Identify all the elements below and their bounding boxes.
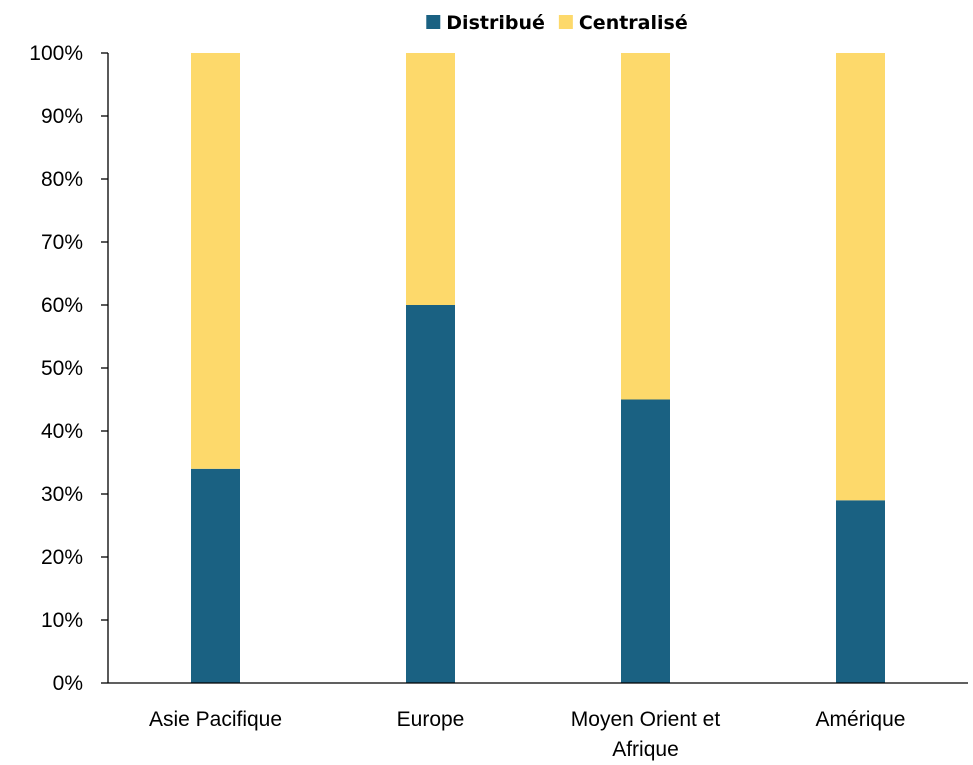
y-tick-label: 10% — [41, 609, 83, 632]
legend-swatch-centralise — [558, 15, 573, 29]
x-category-label: Moyen Orient et Afrique — [571, 708, 721, 761]
legend: Distribué Centralisé — [426, 12, 688, 34]
legend-label-distribue: Distribué — [446, 12, 545, 34]
y-tick-label: 0% — [53, 672, 83, 695]
x-category-label: Europe — [397, 708, 465, 731]
y-tick-label: 100% — [29, 42, 83, 65]
bar-distribue-europe — [406, 305, 455, 683]
x-category-label: Asie Pacifique — [149, 708, 282, 731]
bars — [191, 53, 885, 683]
x-axis: Asie Pacifique Europe Moyen Orient et Afriq… — [108, 682, 968, 761]
y-axis: 0% 10% 20% 30% 40% 50% 60% 70% 80% 90% 100% — [29, 42, 109, 695]
bar-centralise-moyen-orient-et-afrique — [621, 53, 670, 400]
y-tick-label: 80% — [41, 168, 83, 191]
y-tick-label: 90% — [41, 105, 83, 128]
bar-distribue-amerique — [836, 500, 885, 683]
bar-centralise-asie-pacifique — [191, 53, 240, 469]
legend-label-centralise: Centralisé — [579, 12, 688, 34]
x-category-label: Amérique — [816, 708, 906, 731]
bar-centralise-europe — [406, 53, 455, 305]
bar-centralise-amerique — [836, 53, 885, 501]
bar-distribue-asie-pacifique — [191, 468, 240, 683]
y-tick-label: 20% — [41, 546, 83, 569]
bar-distribue-moyen-orient-et-afrique — [621, 399, 670, 683]
y-tick-label: 30% — [41, 483, 83, 506]
y-tick-label: 50% — [41, 357, 83, 380]
y-tick-label: 40% — [41, 420, 83, 443]
y-tick-label: 60% — [41, 294, 83, 317]
y-tick-label: 70% — [41, 231, 83, 254]
legend-swatch-distribue — [426, 15, 441, 29]
